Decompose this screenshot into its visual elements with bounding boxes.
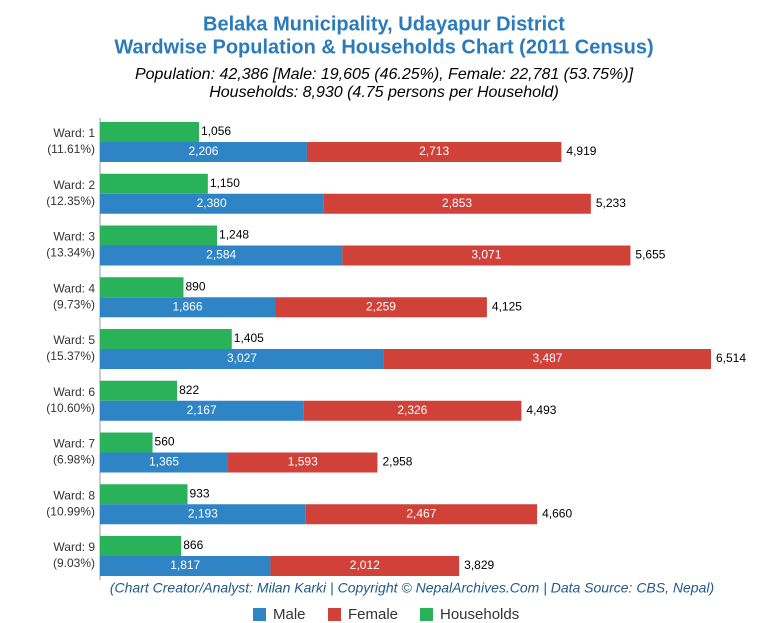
value-label: 2,853 — [442, 196, 472, 210]
population-bar — [323, 193, 591, 214]
value-label: 2,380 — [197, 196, 227, 210]
total-label: 5,233 — [596, 196, 626, 210]
value-label: 2,259 — [366, 299, 396, 313]
value-label: 1,866 — [172, 299, 202, 313]
population-bar — [305, 504, 538, 525]
population-bar — [303, 400, 522, 421]
value-label: 1,817 — [170, 558, 200, 572]
total-label: 4,125 — [492, 299, 522, 313]
population-bar — [100, 556, 271, 576]
total-label: 4,493 — [526, 403, 556, 417]
value-label: 3,487 — [532, 351, 562, 365]
population-bar — [100, 142, 307, 162]
population-bar — [383, 349, 711, 369]
legend-label: Male — [273, 606, 306, 623]
value-label: 2,193 — [188, 506, 218, 520]
legend-label: Households — [440, 606, 519, 623]
households-bar — [100, 173, 208, 194]
total-label: 4,660 — [542, 506, 572, 520]
households-bar — [100, 122, 200, 142]
category-label: Ward: 3 — [53, 230, 95, 244]
value-label: 1,150 — [210, 176, 240, 190]
population-bar — [342, 245, 631, 266]
legend-swatch — [420, 608, 433, 621]
category-share: (9.73%) — [53, 297, 95, 311]
value-label: 933 — [190, 486, 210, 500]
households-bar — [100, 432, 153, 453]
population-bar — [100, 452, 229, 473]
households-bar — [100, 277, 184, 298]
value-label: 2,467 — [406, 506, 436, 520]
category-share: (9.03%) — [53, 556, 95, 570]
population-bar — [306, 142, 562, 162]
category-label: Ward: 2 — [53, 178, 95, 192]
legend-swatch — [328, 608, 341, 621]
population-bar — [270, 556, 460, 576]
total-label: 3,829 — [464, 558, 494, 572]
chart-title: Wardwise Population & Households Chart (… — [114, 36, 653, 58]
value-label: 2,713 — [419, 144, 449, 158]
category-label: Ward: 5 — [53, 333, 95, 347]
value-label: 822 — [179, 383, 199, 397]
total-label: 6,514 — [716, 351, 746, 365]
category-label: Ward: 8 — [53, 488, 95, 502]
value-label: 2,012 — [350, 558, 380, 572]
value-label: 890 — [185, 279, 205, 293]
households-bar — [100, 484, 188, 505]
legend-swatch — [253, 608, 266, 621]
value-label: 866 — [183, 538, 203, 552]
population-bar — [100, 400, 304, 421]
value-label: 560 — [155, 435, 175, 449]
population-bar — [100, 349, 384, 369]
chart-subtitle: Population: 42,386 [Male: 19,605 (46.25%… — [135, 66, 634, 83]
category-label: Ward: 4 — [53, 281, 95, 295]
value-label: 3,071 — [471, 248, 501, 262]
population-bar — [100, 504, 306, 525]
value-label: 1,056 — [201, 124, 231, 138]
population-bar — [100, 193, 324, 214]
population-bar — [228, 452, 378, 473]
category-share: (11.61%) — [47, 142, 95, 156]
value-label: 2,167 — [187, 403, 217, 417]
category-label: Ward: 1 — [53, 126, 95, 140]
total-label: 4,919 — [566, 144, 596, 158]
value-label: 2,206 — [188, 144, 218, 158]
category-label: Ward: 6 — [53, 385, 95, 399]
category-share: (12.35%) — [46, 194, 95, 208]
value-label: 1,405 — [234, 331, 264, 345]
households-bar — [100, 536, 182, 556]
chart-title: Belaka Municipality, Udayapur District — [203, 13, 565, 35]
population-bar — [275, 297, 487, 318]
population-bar — [100, 297, 276, 318]
value-label: 1,365 — [149, 455, 179, 469]
households-bar — [100, 225, 218, 246]
category-share: (10.99%) — [46, 504, 95, 518]
category-label: Ward: 7 — [53, 437, 95, 451]
value-label: 1,593 — [288, 455, 318, 469]
chart-subtitle: Households: 8,930 (4.75 persons per Hous… — [209, 84, 559, 101]
value-label: 2,326 — [397, 403, 427, 417]
category-share: (15.37%) — [46, 349, 95, 363]
value-label: 2,584 — [206, 248, 236, 262]
population-bar — [100, 245, 343, 266]
total-label: 2,958 — [382, 455, 412, 469]
category-share: (10.60%) — [46, 401, 95, 415]
value-label: 3,027 — [227, 351, 257, 365]
category-label: Ward: 9 — [53, 540, 95, 554]
chart-footer: (Chart Creator/Analyst: Milan Karki | Co… — [110, 580, 714, 596]
households-bar — [100, 329, 232, 349]
category-share: (13.34%) — [46, 246, 95, 260]
households-bar — [100, 380, 178, 401]
legend-label: Female — [348, 606, 398, 623]
category-share: (6.98%) — [53, 453, 95, 467]
value-label: 1,248 — [219, 228, 249, 242]
total-label: 5,655 — [635, 248, 665, 262]
